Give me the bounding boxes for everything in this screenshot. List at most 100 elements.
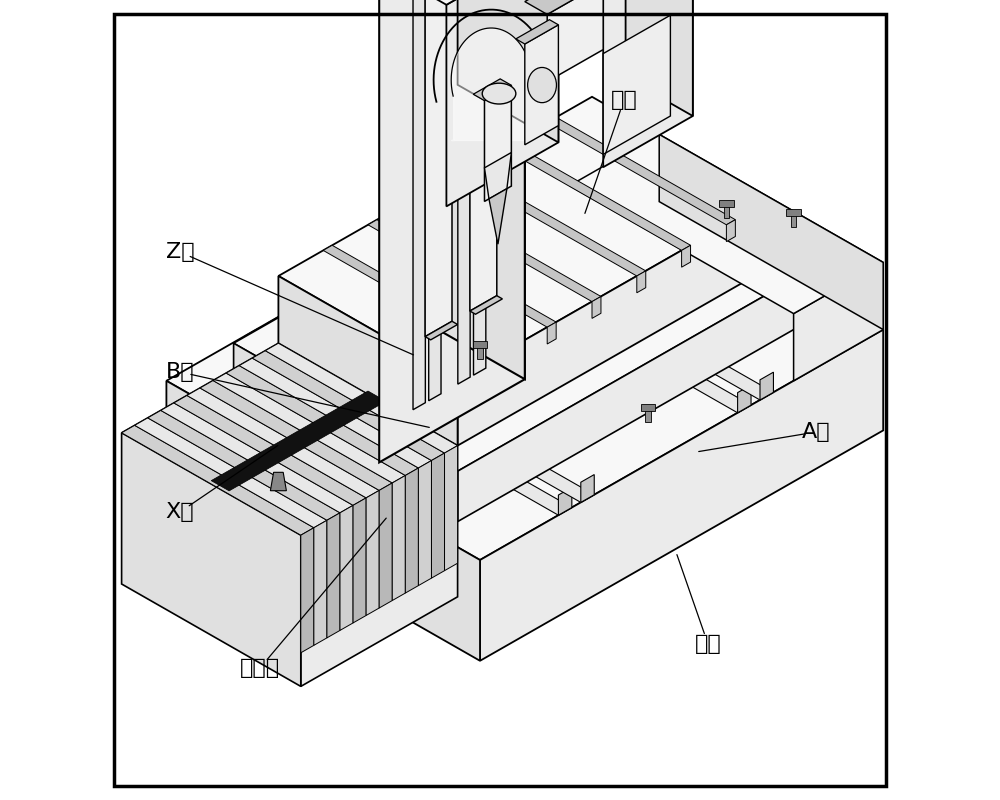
Polygon shape — [547, 118, 735, 225]
Polygon shape — [626, 0, 693, 116]
Polygon shape — [314, 520, 327, 646]
Polygon shape — [200, 381, 392, 490]
Polygon shape — [226, 366, 418, 475]
Polygon shape — [458, 0, 558, 142]
Polygon shape — [786, 209, 801, 216]
Polygon shape — [346, 0, 558, 5]
Polygon shape — [366, 490, 379, 615]
Polygon shape — [659, 134, 883, 330]
Polygon shape — [265, 343, 458, 453]
Polygon shape — [470, 296, 502, 314]
Polygon shape — [645, 408, 651, 422]
Polygon shape — [435, 150, 592, 240]
Polygon shape — [278, 97, 771, 378]
Polygon shape — [234, 138, 816, 471]
Polygon shape — [278, 276, 458, 446]
Polygon shape — [174, 395, 366, 506]
Polygon shape — [239, 358, 431, 468]
Polygon shape — [213, 373, 405, 483]
Text: A轴: A轴 — [802, 422, 830, 442]
Polygon shape — [379, 483, 392, 608]
Polygon shape — [570, 134, 883, 314]
Polygon shape — [431, 453, 445, 578]
Polygon shape — [405, 468, 418, 593]
Polygon shape — [435, 0, 525, 379]
Polygon shape — [473, 79, 511, 101]
Polygon shape — [166, 150, 883, 560]
Polygon shape — [738, 385, 751, 413]
Polygon shape — [148, 410, 340, 520]
Polygon shape — [603, 15, 670, 154]
Polygon shape — [446, 0, 558, 206]
Polygon shape — [592, 297, 601, 318]
Polygon shape — [525, 0, 603, 14]
Ellipse shape — [482, 83, 516, 104]
Polygon shape — [484, 153, 511, 199]
Polygon shape — [502, 348, 511, 370]
Ellipse shape — [528, 67, 556, 102]
Text: X轴: X轴 — [166, 502, 194, 522]
Polygon shape — [458, 163, 592, 274]
Polygon shape — [413, 0, 425, 410]
Polygon shape — [637, 271, 646, 293]
Polygon shape — [547, 0, 603, 82]
Polygon shape — [473, 341, 487, 348]
Polygon shape — [484, 86, 511, 202]
Polygon shape — [446, 213, 773, 400]
Polygon shape — [418, 461, 431, 586]
Text: 工作台: 工作台 — [240, 658, 280, 678]
Polygon shape — [547, 322, 556, 344]
Polygon shape — [603, 0, 693, 167]
Polygon shape — [135, 418, 327, 528]
Polygon shape — [474, 0, 486, 375]
Polygon shape — [340, 506, 353, 630]
Polygon shape — [502, 143, 691, 250]
Polygon shape — [245, 328, 572, 515]
Polygon shape — [477, 345, 483, 359]
Polygon shape — [489, 189, 507, 244]
Polygon shape — [724, 204, 729, 218]
Polygon shape — [794, 262, 883, 381]
Polygon shape — [581, 474, 594, 502]
Polygon shape — [122, 433, 301, 686]
Text: 刀具: 刀具 — [611, 90, 637, 110]
Text: B轴: B轴 — [166, 362, 194, 382]
Polygon shape — [379, 0, 525, 462]
Polygon shape — [166, 381, 480, 661]
Polygon shape — [558, 487, 572, 515]
Polygon shape — [323, 246, 511, 353]
Polygon shape — [301, 528, 314, 653]
Polygon shape — [234, 343, 458, 522]
Polygon shape — [413, 194, 601, 302]
Polygon shape — [641, 404, 655, 411]
Polygon shape — [267, 315, 594, 502]
Text: Z轴: Z轴 — [166, 242, 194, 262]
Polygon shape — [760, 372, 773, 400]
Polygon shape — [122, 426, 314, 535]
Polygon shape — [270, 472, 286, 490]
Polygon shape — [187, 388, 379, 498]
Text: 床身: 床身 — [695, 634, 721, 654]
Polygon shape — [791, 212, 796, 226]
Polygon shape — [470, 0, 497, 311]
Polygon shape — [353, 498, 366, 623]
Polygon shape — [429, 0, 441, 401]
Polygon shape — [445, 446, 458, 570]
Polygon shape — [458, 266, 816, 522]
Polygon shape — [458, 0, 470, 384]
Polygon shape — [480, 330, 883, 661]
Polygon shape — [525, 25, 558, 145]
Polygon shape — [368, 220, 556, 327]
Polygon shape — [516, 20, 558, 44]
Polygon shape — [682, 246, 691, 267]
Polygon shape — [392, 475, 405, 601]
Polygon shape — [122, 343, 458, 535]
Polygon shape — [301, 446, 458, 686]
Polygon shape — [327, 513, 340, 638]
Polygon shape — [458, 169, 646, 276]
Polygon shape — [458, 199, 771, 446]
Polygon shape — [726, 220, 735, 242]
Polygon shape — [424, 226, 751, 413]
Polygon shape — [425, 322, 458, 340]
Polygon shape — [252, 350, 445, 461]
